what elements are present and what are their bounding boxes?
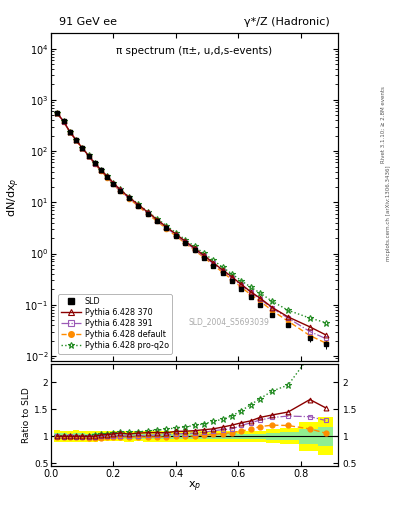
Y-axis label: dN/dx$_p$: dN/dx$_p$ xyxy=(5,177,22,217)
Legend: SLD, Pythia 6.428 370, Pythia 6.428 391, Pythia 6.428 default, Pythia 6.428 pro-: SLD, Pythia 6.428 370, Pythia 6.428 391,… xyxy=(58,294,172,354)
Text: SLD_2004_S5693039: SLD_2004_S5693039 xyxy=(189,317,269,326)
Text: mcplots.cern.ch [arXiv:1306.3436]: mcplots.cern.ch [arXiv:1306.3436] xyxy=(386,166,391,261)
Text: Rivet 3.1.10; ≥ 2.8M events: Rivet 3.1.10; ≥ 2.8M events xyxy=(381,87,386,163)
Y-axis label: Ratio to SLD: Ratio to SLD xyxy=(22,387,31,442)
Text: γ*/Z (Hadronic): γ*/Z (Hadronic) xyxy=(244,17,330,27)
Text: π spectrum (π±, u,d,s-events): π spectrum (π±, u,d,s-events) xyxy=(116,47,273,56)
X-axis label: x$_p$: x$_p$ xyxy=(188,480,201,495)
Text: 91 GeV ee: 91 GeV ee xyxy=(59,17,117,27)
